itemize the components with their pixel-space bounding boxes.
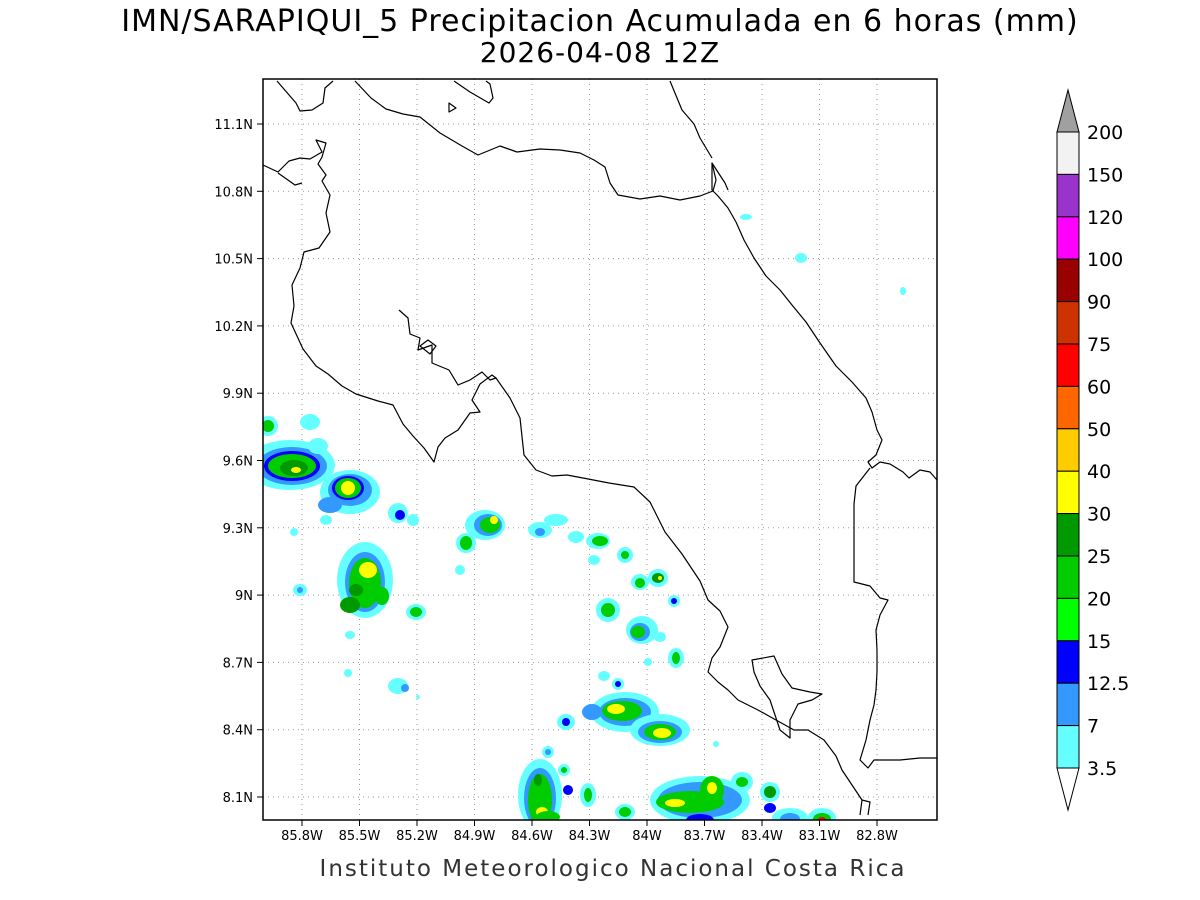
colorbar-segment bbox=[1056, 258, 1080, 303]
colorbar-label: 90 bbox=[1087, 292, 1111, 314]
colorbar-segment bbox=[1056, 301, 1080, 345]
lon-tick-label: 83.4W bbox=[741, 829, 783, 844]
lon-tick-label: 83.7W bbox=[684, 829, 726, 844]
colorbar-segment bbox=[1056, 597, 1080, 642]
precipitation-field bbox=[263, 214, 906, 820]
lat-tick-label: 11.1N bbox=[214, 118, 253, 133]
colorbar-label: 100 bbox=[1087, 249, 1123, 271]
colorbar-segment bbox=[1056, 682, 1080, 727]
precip-cell bbox=[528, 514, 633, 565]
lat-tick-label: 10.8N bbox=[214, 185, 253, 200]
precip-cell bbox=[290, 503, 419, 596]
footer-credit: Instituto Meteorologico Nacional Costa R… bbox=[319, 856, 907, 882]
colorbar-min-arrow bbox=[1056, 767, 1080, 812]
colorbar-segment bbox=[1056, 428, 1080, 472]
colorbar-label: 50 bbox=[1087, 419, 1111, 441]
lon-tick-label: 84.9W bbox=[454, 829, 496, 844]
precip-cell bbox=[318, 470, 380, 525]
precip-cell bbox=[455, 510, 505, 575]
precip-cell bbox=[615, 772, 780, 820]
colorbar-segment bbox=[1056, 555, 1080, 599]
colorbar-label: 20 bbox=[1087, 588, 1111, 610]
colorbar-label: 12.5 bbox=[1087, 673, 1129, 695]
colorbar-segment bbox=[1056, 513, 1080, 557]
lon-tick-label: 85.8W bbox=[281, 829, 323, 844]
colorbar-label: 120 bbox=[1087, 207, 1123, 229]
precip-cell bbox=[337, 542, 393, 677]
longitude-axis: 85.8W 85.5W 85.2W 84.9W 84.6W 84.3W 84W 83.7W 83… bbox=[281, 820, 898, 844]
lon-tick-label: 85.2W bbox=[396, 829, 438, 844]
colorbar-label: 150 bbox=[1087, 164, 1123, 186]
lat-tick-label: 9.6N bbox=[223, 455, 253, 470]
lat-tick-label: 8.1N bbox=[223, 791, 253, 806]
colorbar-label: 40 bbox=[1087, 461, 1111, 483]
colorbar-segment bbox=[1056, 343, 1080, 387]
colorbar-segment bbox=[1056, 216, 1080, 260]
colorbar-segment bbox=[1056, 640, 1080, 684]
colorbar-label: 25 bbox=[1087, 546, 1111, 568]
lat-tick-label: 10.5N bbox=[214, 253, 253, 268]
map-title: IMN/SARAPIQUI_5 Precipitacion Acumulada … bbox=[121, 4, 1079, 39]
colorbar-label: 75 bbox=[1087, 334, 1111, 356]
precip-cell bbox=[263, 414, 335, 490]
colorbar-segment bbox=[1056, 173, 1080, 218]
lon-tick-label: 84.3W bbox=[569, 829, 611, 844]
precip-cell bbox=[518, 746, 596, 820]
colorbar-max-arrow bbox=[1056, 88, 1080, 133]
coastline bbox=[263, 80, 937, 816]
lat-tick-label: 8.4N bbox=[223, 724, 253, 739]
precip-cell bbox=[764, 803, 836, 820]
colorbar-segment bbox=[1056, 470, 1080, 515]
precip-cell bbox=[557, 692, 690, 746]
lon-tick-label: 85.5W bbox=[339, 829, 381, 844]
colorbar-segment bbox=[1056, 385, 1080, 430]
colorbar-label: 60 bbox=[1087, 376, 1111, 398]
lon-tick-label: 82.8W bbox=[856, 829, 898, 844]
colorbar-label: 7 bbox=[1087, 716, 1099, 738]
colorbar-label: 30 bbox=[1087, 504, 1111, 526]
colorbar-segment bbox=[1056, 131, 1080, 175]
precip-cell bbox=[598, 616, 684, 690]
colorbar-label: 3.5 bbox=[1087, 758, 1117, 780]
colorbar-label: 15 bbox=[1087, 631, 1111, 653]
map-background bbox=[263, 79, 937, 820]
precip-cell bbox=[388, 604, 426, 694]
lon-tick-label: 84.6W bbox=[511, 829, 553, 844]
colorbar: 3.5 7 12.5 15 20 25 30 40 50 60 75 90 100 120 150 200 bbox=[1056, 88, 1129, 812]
lat-tick-label: 9.9N bbox=[223, 387, 253, 402]
lon-tick-label: 83.1W bbox=[799, 829, 841, 844]
precip-cell bbox=[596, 569, 680, 622]
map-date: 2026-04-08 12Z bbox=[479, 36, 721, 69]
lon-tick-label: 84W bbox=[632, 829, 662, 844]
lat-tick-label: 10.2N bbox=[214, 320, 253, 335]
lat-tick-label: 9N bbox=[235, 589, 253, 604]
latitude-axis: 11.1N 10.8N 10.5N 10.2N 9.9N 9.6N 9.3N 9N 8.7N 8.… bbox=[214, 118, 263, 806]
lat-tick-label: 9.3N bbox=[223, 522, 253, 537]
colorbar-label: 200 bbox=[1087, 122, 1123, 144]
colorbar-segment bbox=[1056, 725, 1080, 769]
lat-tick-label: 8.7N bbox=[223, 656, 253, 671]
precip-cell bbox=[416, 214, 906, 747]
map-frame bbox=[262, 78, 938, 821]
